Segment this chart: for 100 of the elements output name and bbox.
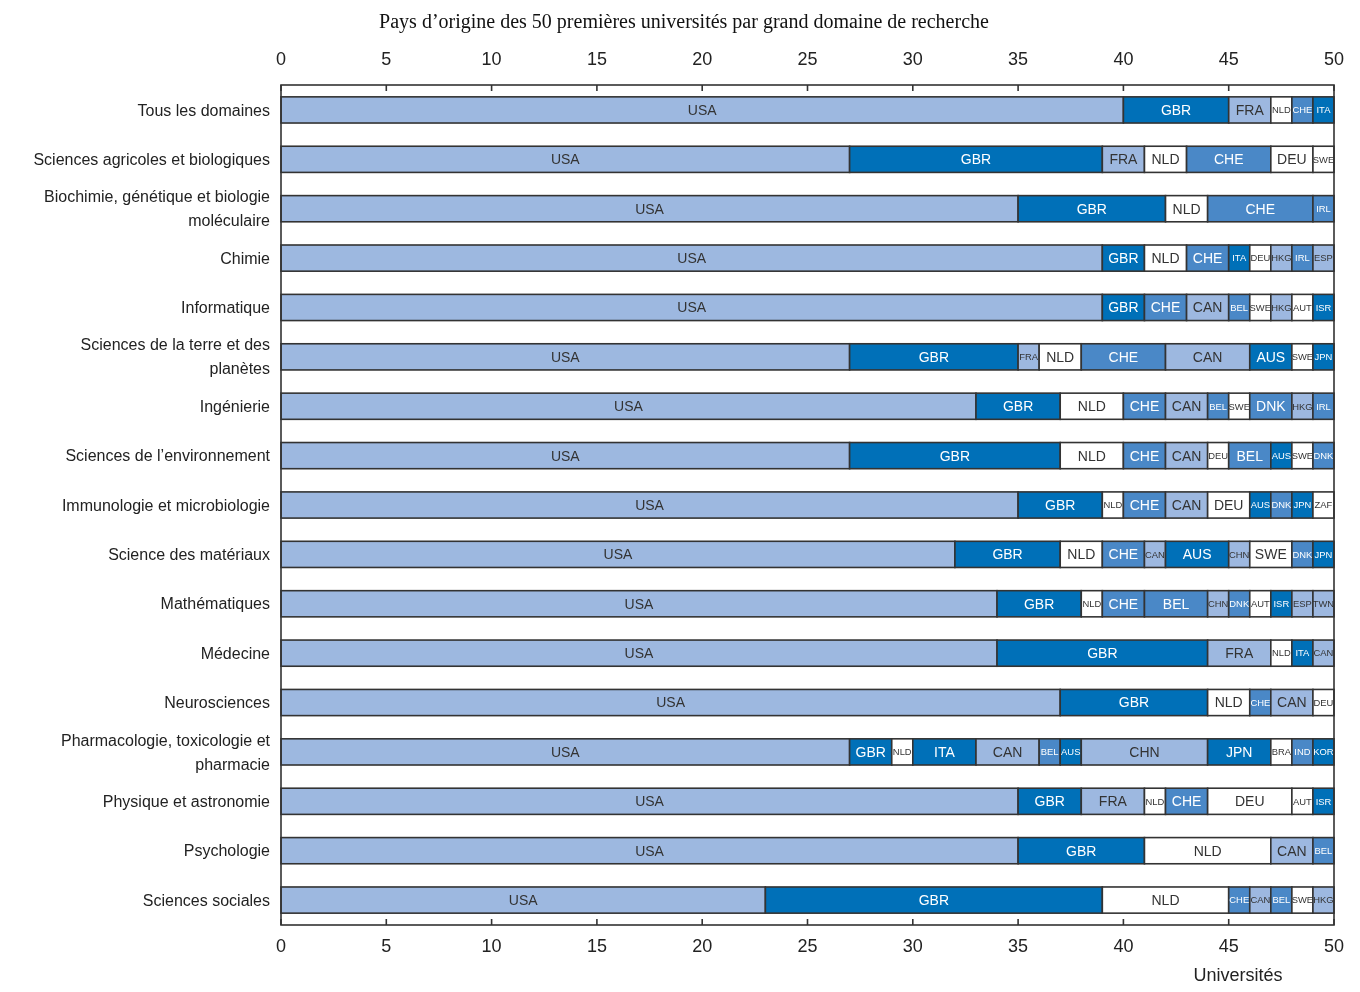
data-label: DEU xyxy=(1213,496,1244,513)
data-label: GBR xyxy=(1076,200,1107,217)
chart-title: Pays d’origine des 50 premières universités par grand domaine de recherche xyxy=(379,10,990,33)
data-label: NLD xyxy=(1271,647,1291,659)
data-label: USA xyxy=(550,743,581,760)
y-tick-label: Physique et astronomie xyxy=(102,792,271,810)
data-label: USA xyxy=(677,249,707,266)
data-label: USA xyxy=(635,200,665,217)
data-label: IRL xyxy=(1295,252,1310,264)
data-label: GBR xyxy=(1160,101,1192,118)
data-label: CHN xyxy=(1229,548,1250,560)
data-label: CHE xyxy=(1250,696,1271,708)
data-label: BRA xyxy=(1271,746,1292,758)
y-tick-label: Sciences sociales xyxy=(142,891,270,909)
y-tick-label: Psychologie xyxy=(183,842,271,860)
data-label: GBR xyxy=(918,348,950,365)
data-label: CHE xyxy=(1171,793,1202,810)
x2-tick-label: 50 xyxy=(1323,49,1345,69)
y-tick-label: Sciences de la terre et des planètes xyxy=(80,336,270,378)
data-label: BEL xyxy=(1162,595,1190,612)
x2-tick-label: 25 xyxy=(797,49,818,69)
data-label: HKG xyxy=(1313,894,1334,906)
data-label: FRA xyxy=(1098,793,1128,810)
x-axis-title: Universités xyxy=(1193,965,1283,985)
data-label: ITA xyxy=(1316,104,1332,116)
data-label: CAN xyxy=(1171,398,1202,415)
data-label: ITA xyxy=(1295,647,1311,659)
data-label: CHE xyxy=(1213,151,1244,168)
y-tick-label: Science des matériaux xyxy=(108,545,270,563)
data-label: AUS xyxy=(1256,348,1286,365)
data-label: AUS xyxy=(1182,546,1212,563)
data-label: JPN xyxy=(1293,499,1312,511)
data-label: SWE xyxy=(1249,301,1271,313)
data-label: USA xyxy=(508,891,539,908)
data-label: JPN xyxy=(1314,351,1333,363)
data-label: IND xyxy=(1294,746,1311,758)
data-label: CAN xyxy=(1192,299,1223,316)
x-tick-label: 5 xyxy=(381,936,392,956)
data-label: USA xyxy=(624,645,655,662)
data-label: NLD xyxy=(1077,447,1106,464)
data-label: USA xyxy=(635,496,665,513)
data-label: CHN xyxy=(1129,743,1160,760)
data-label: FRA xyxy=(1235,101,1265,118)
data-label: CHE xyxy=(1129,398,1160,415)
data-label: DNK xyxy=(1256,398,1287,415)
data-label: AUT xyxy=(1293,301,1313,313)
data-label: GBR xyxy=(960,151,992,168)
data-label: JPN xyxy=(1226,743,1253,760)
data-label: AUS xyxy=(1061,746,1081,758)
data-label: GBR xyxy=(1118,694,1150,711)
data-label: USA xyxy=(635,793,665,810)
y-tick-label: Neurosciences xyxy=(164,694,270,712)
y-tick-label: Informatique xyxy=(181,299,271,317)
data-label: CAN xyxy=(992,743,1023,760)
data-label: DNK xyxy=(1292,548,1314,560)
data-label: NLD xyxy=(1077,398,1106,415)
data-label: ITA xyxy=(1232,252,1247,264)
data-label: AUS xyxy=(1271,449,1292,461)
data-label: CAN xyxy=(1192,348,1223,365)
data-label: ESP xyxy=(1293,598,1312,610)
data-label: BEL xyxy=(1272,894,1291,906)
data-label: AUT xyxy=(1293,795,1313,807)
data-label: GBR xyxy=(918,891,950,908)
data-label: USA xyxy=(550,151,581,168)
x2-tick-label: 45 xyxy=(1218,49,1239,69)
data-label: HKG xyxy=(1271,301,1292,313)
data-label: DEU xyxy=(1234,793,1265,810)
y-tick-label: Biochimie, génétique et biologie moléculaire xyxy=(44,188,271,230)
data-label: USA xyxy=(624,595,655,612)
x2-tick-label: 15 xyxy=(586,49,607,69)
x-tick-label: 50 xyxy=(1323,936,1345,956)
data-label: DNK xyxy=(1313,449,1335,461)
data-label: NLD xyxy=(1193,842,1222,859)
data-label: SWE xyxy=(1254,546,1287,563)
y-tick-label: Mathématiques xyxy=(160,595,270,613)
data-label: NLD xyxy=(1214,694,1243,711)
data-label: GBR xyxy=(1034,793,1065,810)
x-tick-label: 20 xyxy=(692,936,713,956)
data-label: DEU xyxy=(1208,449,1229,461)
data-label: CAN xyxy=(1277,842,1307,859)
data-label: BEL xyxy=(1040,746,1059,758)
data-label: FRA xyxy=(1109,151,1139,168)
data-label: KOR xyxy=(1313,746,1334,758)
data-label: DEU xyxy=(1250,252,1271,264)
data-label: SWE xyxy=(1228,400,1250,412)
data-label: ISR xyxy=(1315,795,1332,807)
data-label: ITA xyxy=(934,743,956,760)
data-label: USA xyxy=(656,694,686,711)
data-label: GBR xyxy=(1002,398,1034,415)
data-label: USA xyxy=(550,447,581,464)
y-tick-label: Sciences agricoles et biologiques xyxy=(33,150,270,168)
y-tick-label: Immunologie et microbiologie xyxy=(61,496,271,514)
data-label: CHE xyxy=(1192,249,1223,266)
data-label: DNK xyxy=(1229,598,1250,610)
data-label: CHE xyxy=(1229,894,1250,906)
data-label: GBR xyxy=(992,546,1023,563)
data-label: IRL xyxy=(1316,203,1331,214)
x-tick-label: 0 xyxy=(275,936,287,956)
x2-tick-label: 20 xyxy=(692,49,713,69)
data-label: GBR xyxy=(1108,249,1139,266)
